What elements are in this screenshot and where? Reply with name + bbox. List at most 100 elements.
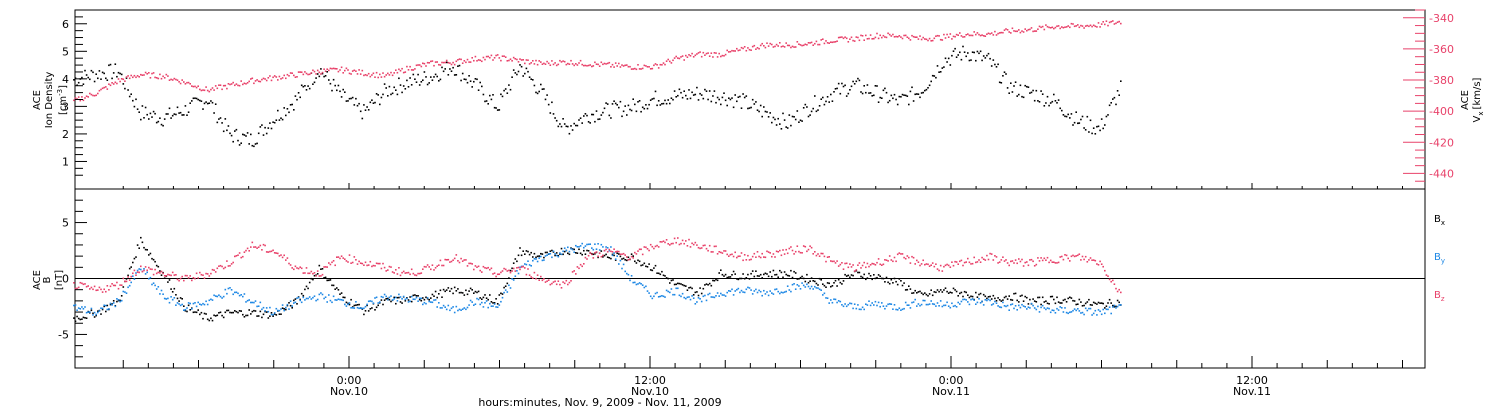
by-point bbox=[328, 294, 330, 296]
by-point bbox=[246, 299, 249, 302]
bx-point bbox=[154, 260, 156, 263]
bz-point bbox=[423, 265, 426, 268]
by-point bbox=[1061, 307, 1063, 309]
vx-point bbox=[393, 72, 395, 74]
ion-density-point bbox=[1035, 89, 1038, 92]
vx-point bbox=[947, 36, 950, 38]
by-point bbox=[728, 290, 730, 292]
ion-density-point bbox=[168, 107, 171, 110]
vx-point bbox=[924, 38, 926, 40]
ion-density-point bbox=[670, 97, 673, 99]
vx-point bbox=[235, 83, 238, 85]
ylabel-b-ace: ACE bbox=[32, 270, 43, 290]
vx-point bbox=[206, 89, 209, 92]
ion-density-point bbox=[375, 93, 378, 95]
bz-point bbox=[957, 263, 959, 265]
by-point bbox=[259, 301, 262, 304]
vx-point bbox=[390, 71, 392, 74]
vx-point bbox=[514, 58, 517, 60]
by-point bbox=[659, 295, 662, 298]
bz-point bbox=[95, 289, 97, 292]
bx-point bbox=[326, 279, 328, 282]
bx-point bbox=[949, 291, 952, 294]
ion-density-point bbox=[624, 105, 626, 107]
vx-point bbox=[1024, 28, 1026, 30]
ion-density-point bbox=[917, 93, 920, 95]
vx-point bbox=[256, 79, 258, 81]
left-tick-label-top: 1 bbox=[62, 155, 69, 168]
ion-density-point bbox=[857, 77, 859, 80]
bx-point bbox=[444, 290, 446, 293]
bz-point bbox=[809, 245, 811, 247]
bz-point bbox=[600, 255, 603, 258]
bz-point bbox=[197, 277, 199, 279]
vx-point bbox=[388, 74, 391, 76]
by-point bbox=[857, 304, 859, 306]
vx-point bbox=[160, 77, 163, 80]
bz-point bbox=[186, 274, 188, 277]
by-point bbox=[460, 309, 462, 311]
by-point bbox=[712, 296, 714, 298]
ion-density-point bbox=[205, 101, 207, 103]
bx-point bbox=[1021, 294, 1023, 297]
ylabel-right-v: V bbox=[1472, 115, 1483, 122]
bx-point bbox=[509, 269, 512, 272]
bx-point bbox=[1002, 299, 1004, 301]
ion-density-point bbox=[350, 97, 352, 100]
bx-point bbox=[753, 275, 756, 278]
bz-point bbox=[342, 257, 344, 259]
ion-density-point bbox=[901, 93, 904, 96]
bz-point bbox=[254, 246, 257, 248]
bz-point bbox=[665, 239, 668, 241]
by-point bbox=[801, 282, 803, 284]
ion-density-point bbox=[299, 96, 301, 99]
by-point bbox=[1056, 307, 1058, 310]
bx-point bbox=[963, 290, 966, 293]
ion-density-point bbox=[109, 63, 112, 66]
by-point bbox=[774, 288, 776, 291]
bx-point bbox=[888, 282, 891, 285]
ion-density-point bbox=[622, 110, 625, 113]
vx-point bbox=[842, 37, 845, 40]
vx-point bbox=[712, 56, 714, 58]
by-point bbox=[610, 246, 612, 248]
ion-density-point bbox=[305, 89, 308, 91]
bz-point bbox=[984, 259, 987, 261]
bz-point bbox=[291, 267, 293, 269]
bz-point bbox=[155, 272, 158, 275]
vx-point bbox=[358, 69, 360, 71]
bz-point bbox=[151, 268, 153, 271]
bx-point bbox=[1108, 298, 1111, 301]
bz-point bbox=[901, 253, 904, 255]
by-point bbox=[1037, 305, 1039, 308]
by-point bbox=[689, 298, 692, 301]
ion-density-point bbox=[790, 124, 792, 127]
bx-point bbox=[331, 284, 333, 287]
bx-point bbox=[466, 293, 469, 296]
by-point bbox=[896, 309, 899, 311]
vx-point bbox=[1059, 27, 1061, 30]
bx-point bbox=[1018, 301, 1020, 303]
ion-density-point bbox=[726, 104, 728, 107]
bz-point bbox=[653, 247, 655, 250]
by-point bbox=[978, 298, 980, 300]
bz-point bbox=[280, 254, 282, 256]
by-point bbox=[1094, 309, 1097, 312]
bz-point bbox=[989, 252, 991, 255]
bx-point bbox=[84, 317, 86, 319]
bx-point bbox=[514, 258, 517, 260]
ion-density-point bbox=[654, 90, 657, 93]
ion-density-point bbox=[112, 72, 115, 74]
vx-point bbox=[286, 73, 289, 76]
bz-point bbox=[662, 240, 665, 242]
ion-density-point bbox=[860, 91, 862, 93]
bx-point bbox=[630, 253, 633, 255]
bx-point bbox=[347, 302, 349, 305]
bz-point bbox=[178, 279, 180, 282]
vx-point bbox=[122, 78, 125, 81]
vx-point bbox=[503, 55, 505, 57]
bx-point bbox=[187, 304, 190, 307]
ion-density-point bbox=[959, 51, 961, 54]
by-point bbox=[100, 307, 102, 309]
vx-point bbox=[903, 34, 905, 37]
